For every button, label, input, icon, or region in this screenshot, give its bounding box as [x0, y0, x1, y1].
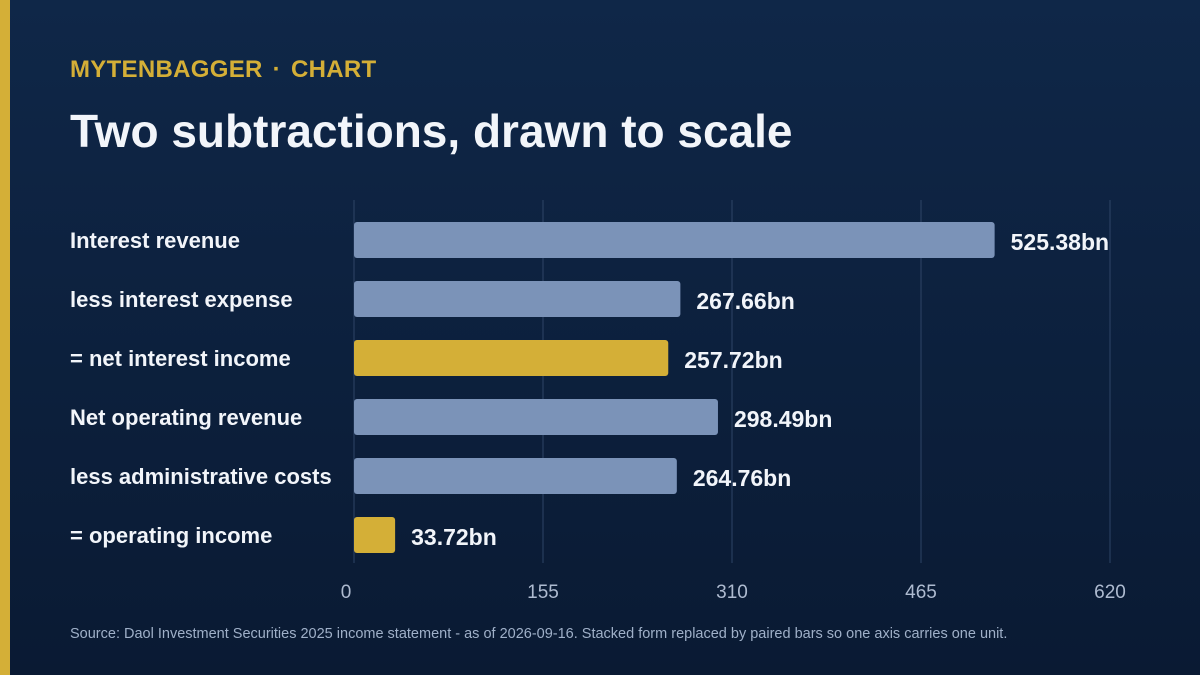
bar — [354, 222, 995, 258]
source-note: Source: Daol Investment Securities 2025 … — [70, 626, 1008, 642]
bar — [354, 281, 681, 317]
grid-layer — [353, 200, 1111, 563]
category-label: less administrative costs — [70, 464, 332, 489]
accent-stripe — [0, 0, 10, 675]
data-label: 33.72bn — [411, 524, 497, 550]
data-label: 298.49bn — [734, 406, 832, 432]
labels-layer: Interest revenue 525.38bn less interest ex… — [70, 228, 1109, 550]
x-tick-label: 0 — [341, 582, 352, 603]
section-name: CHART — [290, 56, 377, 83]
data-label: 525.38bn — [1011, 229, 1109, 255]
bar — [354, 399, 718, 435]
category-label: = net interest income — [70, 346, 291, 371]
category-label: = operating income — [70, 523, 272, 548]
bar — [354, 340, 669, 376]
eyebrow: MYTENBAGGER · CHART — [70, 56, 376, 84]
x-tick-label: 155 — [527, 582, 559, 603]
bars-layer — [354, 222, 995, 553]
eyebrow-separator: · — [272, 56, 281, 83]
bar — [354, 458, 677, 494]
data-label: 267.66bn — [696, 288, 794, 314]
ticks-layer: 0 155 310 465 620 — [341, 582, 1126, 603]
bar-chart: Interest revenue 525.38bn less interest ex… — [70, 200, 1126, 603]
bar — [354, 517, 396, 553]
data-label: 264.76bn — [693, 465, 791, 491]
x-tick-label: 310 — [716, 582, 748, 603]
chart-title: Two subtractions, drawn to scale — [70, 105, 793, 157]
x-tick-label: 465 — [905, 582, 937, 603]
category-label: Net operating revenue — [70, 405, 302, 430]
brand-name: MYTENBAGGER — [70, 56, 263, 83]
category-label: Interest revenue — [70, 228, 240, 253]
category-label: less interest expense — [70, 287, 293, 312]
x-tick-label: 620 — [1094, 582, 1126, 603]
data-label: 257.72bn — [684, 347, 782, 373]
